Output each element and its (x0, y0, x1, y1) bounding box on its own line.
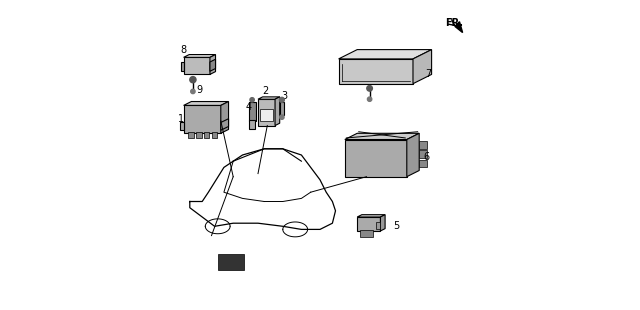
Text: 8: 8 (180, 45, 186, 55)
Bar (249, 102, 255, 121)
Polygon shape (258, 97, 280, 99)
Text: 7: 7 (426, 69, 431, 79)
Circle shape (280, 97, 284, 102)
Circle shape (367, 97, 372, 101)
Circle shape (191, 89, 195, 94)
Polygon shape (180, 122, 184, 130)
Bar (188, 132, 194, 138)
Bar (196, 132, 202, 138)
Polygon shape (210, 55, 216, 74)
Polygon shape (210, 59, 216, 71)
Polygon shape (184, 102, 228, 105)
Polygon shape (345, 140, 407, 177)
Text: 3: 3 (281, 91, 287, 101)
Polygon shape (275, 97, 280, 126)
Text: 5: 5 (393, 221, 399, 231)
Polygon shape (413, 50, 431, 84)
Bar (419, 150, 427, 158)
Polygon shape (221, 102, 228, 133)
Polygon shape (339, 50, 431, 59)
Polygon shape (184, 57, 210, 74)
Bar (280, 102, 284, 115)
Text: 6: 6 (424, 152, 430, 162)
Polygon shape (357, 215, 385, 217)
Text: 2: 2 (262, 86, 269, 96)
Polygon shape (258, 99, 275, 126)
Circle shape (367, 86, 372, 91)
Circle shape (280, 115, 284, 119)
Polygon shape (380, 215, 385, 231)
Polygon shape (455, 22, 463, 33)
Bar (211, 132, 217, 138)
Text: FR.: FR. (445, 18, 463, 28)
Polygon shape (345, 133, 419, 140)
Bar (218, 254, 244, 270)
Bar (250, 120, 255, 129)
Bar (260, 108, 273, 121)
Polygon shape (184, 105, 221, 133)
Text: 1: 1 (178, 114, 184, 124)
Bar (204, 132, 209, 138)
Bar (376, 222, 380, 229)
Bar (360, 230, 372, 237)
Polygon shape (357, 217, 380, 231)
Circle shape (250, 98, 254, 102)
Text: 9: 9 (196, 85, 202, 95)
Polygon shape (184, 55, 216, 57)
Polygon shape (180, 62, 184, 71)
Polygon shape (221, 119, 228, 130)
Circle shape (190, 77, 196, 83)
Bar (419, 141, 427, 149)
Polygon shape (407, 133, 419, 177)
Bar (419, 160, 427, 167)
Text: 4: 4 (245, 102, 252, 112)
Polygon shape (339, 59, 413, 84)
